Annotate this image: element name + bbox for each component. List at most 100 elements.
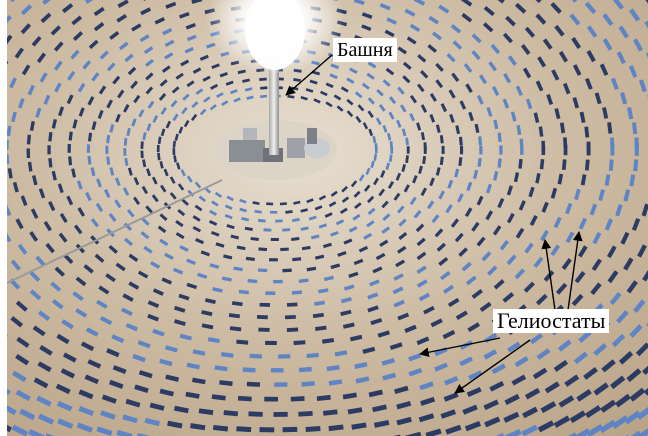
heliostat-mirror (544, 381, 560, 394)
heliostat-mirror (555, 282, 568, 295)
heliostat-mirror (493, 279, 505, 290)
heliostat-mirror (131, 118, 137, 127)
heliostat-mirror (429, 114, 436, 123)
heliostat-mirror (586, 423, 604, 436)
heliostat-mirror (438, 190, 445, 200)
heliostat-mirror (80, 341, 95, 352)
heliostat-mirror (420, 187, 427, 197)
heliostat-mirror (418, 413, 435, 423)
heliostat-mirror (265, 291, 276, 295)
heliostat-mirror (209, 263, 220, 269)
heliostat-mirror (214, 191, 223, 198)
heliostat-mirror (269, 210, 278, 214)
heliostat-mirror (633, 159, 639, 172)
heliostat-mirror (497, 198, 505, 209)
heliostat-mirror (68, 131, 73, 141)
heliostat-mirror (29, 289, 42, 301)
heliostat-mirror (503, 72, 512, 84)
heliostat-mirror (468, 111, 474, 122)
heliostat-mirror (180, 59, 190, 67)
heliostat-mirror (190, 423, 206, 431)
heliostat-mirror (39, 345, 53, 356)
heliostat-mirror (10, 259, 21, 271)
heliostat-mirror (430, 318, 443, 328)
heliostat-mirror (572, 97, 580, 109)
heliostat-mirror (477, 157, 482, 167)
heliostat-mirror (417, 54, 427, 63)
heliostat-mirror (499, 145, 503, 155)
heliostat-mirror (644, 20, 648, 34)
heliostat-mirror (126, 127, 131, 137)
heliostat-mirror (10, 316, 24, 328)
heliostat-mirror (244, 87, 253, 92)
tower-label: Башня (333, 38, 397, 62)
heliostat-mirror (569, 13, 581, 26)
heliostat-mirror (31, 35, 42, 47)
heliostat-mirror (112, 365, 127, 374)
heliostat-mirror (211, 394, 226, 401)
heliostat-mirror (346, 110, 354, 118)
heliostat-mirror (551, 69, 560, 81)
heliostat-mirror (192, 377, 206, 385)
heliostat-mirror (157, 152, 161, 161)
heliostat-mirror (471, 288, 483, 299)
heliostat-mirror (473, 169, 479, 180)
heliostat-mirror (228, 313, 241, 319)
heliostat-mirror (318, 288, 329, 294)
heliostat-mirror (27, 84, 35, 96)
heliostat-mirror (114, 177, 121, 187)
heliostat-mirror (194, 204, 203, 212)
heliostat-mirror (266, 202, 274, 206)
heliostat-mirror (623, 189, 631, 202)
heliostat-mirror (198, 408, 214, 416)
heliostat-mirror (191, 113, 198, 121)
heliostat-mirror (461, 261, 472, 272)
heliostat-mirror (310, 234, 320, 240)
heliostat-mirror (594, 92, 602, 105)
heliostat-mirror (342, 322, 355, 329)
heliostat-mirror (198, 195, 206, 203)
heliostat-mirror (452, 40, 463, 50)
heliostat-mirror (293, 200, 301, 205)
heliostat-mirror (387, 132, 392, 141)
heliostat-mirror (123, 222, 133, 231)
heliostat-mirror (520, 44, 531, 55)
heliostat-mirror (147, 313, 160, 322)
heliostat-mirror (396, 416, 412, 426)
heliostat-mirror (192, 225, 202, 233)
heliostat-mirror (78, 107, 85, 117)
heliostat-mirror (450, 218, 460, 228)
heliostat-mirror (604, 174, 611, 186)
heliostat-mirror (628, 65, 638, 78)
heliostat-mirror (287, 94, 295, 99)
heliostat-mirror (441, 145, 445, 154)
heliostat-mirror (195, 88, 204, 95)
heliostat-mirror (242, 367, 256, 373)
heliostat-mirror (9, 77, 17, 89)
heliostat-mirror (465, 83, 473, 93)
heliostat-mirror (169, 192, 177, 200)
heliostat-mirror (305, 425, 321, 433)
heliostat-mirror (259, 94, 268, 99)
heliostat-mirror (82, 60, 92, 70)
heliostat-mirror (436, 242, 446, 252)
heliostat-mirror (445, 424, 462, 435)
heliostat-mirror (237, 69, 246, 75)
heliostat-mirror (478, 136, 483, 146)
heliostat-mirror (440, 103, 448, 113)
heliostat-mirror (132, 353, 146, 363)
heliostat-mirror (439, 156, 444, 166)
heliostat-mirror (618, 25, 630, 39)
heliostat-mirror (558, 395, 575, 408)
heliostat-mirror (186, 175, 193, 183)
heliostat-mirror (112, 75, 121, 85)
heliostat-mirror (370, 160, 375, 169)
heliostat-mirror (586, 50, 596, 63)
heliostat-mirror (185, 391, 200, 399)
heliostat-mirror (434, 228, 444, 238)
heliostat-mirror (233, 266, 243, 272)
heliostat-mirror (55, 383, 71, 395)
heliostat-mirror (207, 337, 220, 344)
heliostat-mirror (397, 205, 405, 214)
heliostat-mirror (409, 23, 421, 33)
